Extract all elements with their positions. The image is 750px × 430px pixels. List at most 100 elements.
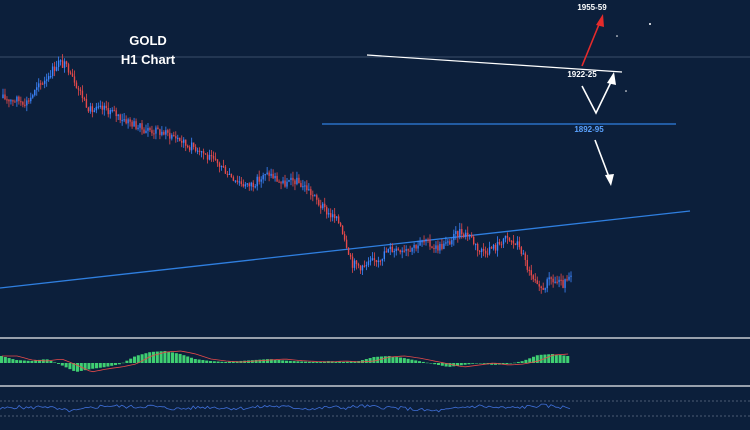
candle (214, 152, 217, 161)
candle (417, 240, 419, 254)
candle (528, 266, 530, 276)
candle (343, 231, 346, 242)
candle (143, 127, 145, 135)
candle (530, 264, 532, 281)
candle (393, 248, 395, 258)
candle (341, 225, 344, 235)
macd-bar (387, 356, 391, 363)
candle (322, 202, 324, 210)
candle (494, 243, 497, 254)
macd-signal-line (1, 350, 569, 373)
macd-bar (3, 357, 7, 363)
macd-bar (11, 359, 15, 363)
candle (488, 241, 491, 256)
macd-bar (334, 361, 338, 363)
macd-bar (524, 359, 528, 363)
macd-bar (433, 363, 437, 365)
candle (198, 147, 201, 156)
candle (369, 256, 372, 266)
macd-bar (410, 359, 414, 363)
candle (139, 123, 141, 133)
candle (85, 93, 88, 108)
candle (97, 102, 100, 110)
candle (101, 101, 103, 115)
candle (447, 238, 449, 246)
candle (351, 253, 354, 273)
macd-bar (209, 361, 213, 363)
candle (226, 171, 229, 178)
candle (234, 180, 237, 184)
candle (538, 280, 540, 292)
candle (292, 171, 294, 187)
macd-bar (532, 356, 536, 363)
candle (520, 246, 523, 257)
candle (371, 252, 374, 261)
macd-bar (133, 356, 137, 363)
macd-bar (182, 355, 186, 363)
candle (544, 287, 546, 293)
candle (109, 107, 111, 119)
macd-bar (467, 363, 471, 365)
candle (236, 175, 239, 185)
candle (526, 254, 529, 273)
candle (508, 237, 511, 242)
candle (216, 159, 219, 167)
candle (492, 243, 495, 251)
candle (546, 277, 548, 293)
candle (242, 179, 245, 188)
marker-dot (649, 23, 651, 25)
macd-bar (383, 356, 387, 363)
candle (284, 174, 286, 188)
macd-bar (144, 353, 148, 363)
candle (304, 181, 306, 192)
candle (42, 81, 44, 85)
candle (12, 99, 14, 107)
candle (181, 135, 183, 148)
candle (288, 179, 290, 183)
candle (69, 70, 72, 75)
candle (480, 247, 483, 258)
macd-bar (285, 360, 289, 363)
chart-title-line1: GOLD (129, 33, 167, 48)
candle (202, 148, 205, 160)
level-label-1955-59: 1955-59 (577, 3, 607, 12)
macd-bar (368, 358, 372, 363)
candle (270, 168, 272, 179)
candle (246, 182, 248, 188)
candle (206, 152, 209, 164)
macd-bar (277, 359, 281, 363)
candle (22, 100, 24, 108)
candle (107, 102, 109, 118)
candle (405, 245, 407, 257)
candle (339, 221, 342, 227)
macd-bar (49, 360, 53, 363)
macd-bar (22, 360, 26, 363)
macd-bar (7, 358, 11, 363)
candle (568, 272, 570, 282)
candle (67, 62, 70, 76)
candle (256, 174, 258, 191)
candle (558, 276, 560, 288)
candle (137, 124, 139, 131)
candle (157, 125, 159, 130)
candle (312, 190, 314, 202)
candle (463, 232, 465, 239)
macd-bar (159, 351, 163, 363)
macd-bar (494, 363, 498, 365)
macd-bar (501, 363, 505, 365)
macd-bar (224, 361, 228, 363)
macd-bar (254, 359, 258, 363)
candle (496, 236, 499, 257)
macd-bar (197, 359, 201, 363)
candle (87, 106, 90, 113)
macd-bar (68, 363, 72, 370)
macd-bar (482, 363, 486, 364)
candle (395, 245, 397, 256)
candle (324, 197, 326, 212)
candle (486, 248, 489, 258)
candle (248, 182, 250, 191)
macd-bar (402, 358, 406, 363)
candle (2, 88, 4, 99)
candle (391, 243, 393, 253)
